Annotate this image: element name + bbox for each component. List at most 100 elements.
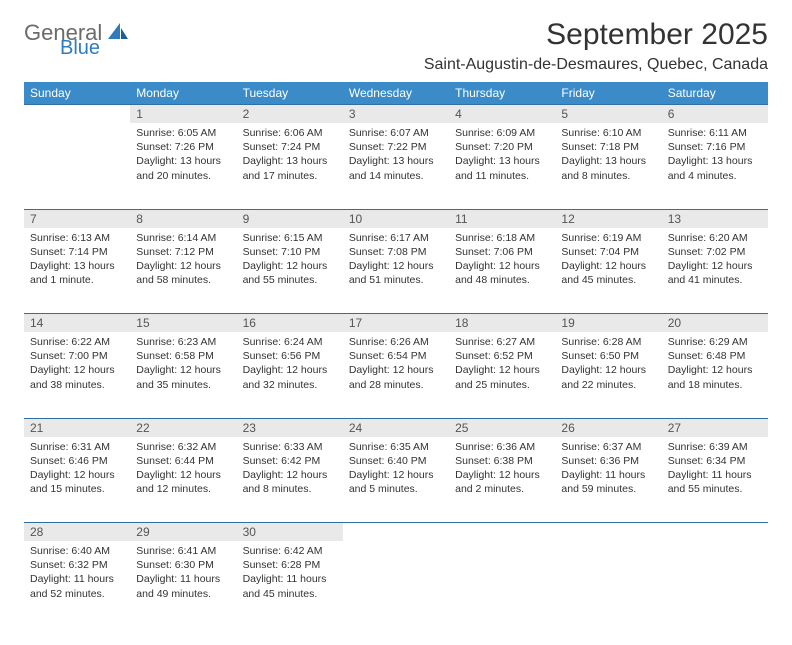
day-cell: Sunrise: 6:09 AMSunset: 7:20 PMDaylight:… [449,123,555,209]
day-number: 8 [130,209,236,228]
day-cell: Sunrise: 6:13 AMSunset: 7:14 PMDaylight:… [24,228,130,314]
day-number: 11 [449,209,555,228]
daylight-text-1: Daylight: 12 hours [349,259,443,273]
sunrise-text: Sunrise: 6:13 AM [30,231,124,245]
daynum-row: 14151617181920 [24,314,768,333]
daylight-text-2: and 12 minutes. [136,482,230,496]
daylight-text-1: Daylight: 12 hours [136,468,230,482]
sunrise-text: Sunrise: 6:40 AM [30,544,124,558]
sunset-text: Sunset: 7:18 PM [561,140,655,154]
day-cell: Sunrise: 6:36 AMSunset: 6:38 PMDaylight:… [449,437,555,523]
day-number: 14 [24,314,130,333]
day-cell: Sunrise: 6:29 AMSunset: 6:48 PMDaylight:… [662,332,768,418]
day-cell: Sunrise: 6:05 AMSunset: 7:26 PMDaylight:… [130,123,236,209]
daynum-row: 21222324252627 [24,418,768,437]
sunset-text: Sunset: 6:46 PM [30,454,124,468]
sunrise-text: Sunrise: 6:27 AM [455,335,549,349]
content-row: Sunrise: 6:40 AMSunset: 6:32 PMDaylight:… [24,541,768,627]
day-number: 16 [237,314,343,333]
sunrise-text: Sunrise: 6:41 AM [136,544,230,558]
sunrise-text: Sunrise: 6:36 AM [455,440,549,454]
daylight-text-2: and 4 minutes. [668,169,762,183]
daylight-text-2: and 45 minutes. [561,273,655,287]
day-number [555,523,661,542]
sunset-text: Sunset: 6:36 PM [561,454,655,468]
day-cell: Sunrise: 6:42 AMSunset: 6:28 PMDaylight:… [237,541,343,627]
daylight-text-1: Daylight: 12 hours [349,363,443,377]
day-cell: Sunrise: 6:28 AMSunset: 6:50 PMDaylight:… [555,332,661,418]
daynum-row: 78910111213 [24,209,768,228]
daylight-text-1: Daylight: 13 hours [349,154,443,168]
sunset-text: Sunset: 6:40 PM [349,454,443,468]
day-number: 6 [662,105,768,124]
daylight-text-2: and 49 minutes. [136,587,230,601]
day-cell: Sunrise: 6:35 AMSunset: 6:40 PMDaylight:… [343,437,449,523]
sunset-text: Sunset: 7:00 PM [30,349,124,363]
daylight-text-2: and 22 minutes. [561,378,655,392]
daylight-text-2: and 11 minutes. [455,169,549,183]
sunrise-text: Sunrise: 6:42 AM [243,544,337,558]
daylight-text-2: and 48 minutes. [455,273,549,287]
weekday-header: Friday [555,82,661,105]
sunset-text: Sunset: 6:32 PM [30,558,124,572]
day-number: 30 [237,523,343,542]
day-cell: Sunrise: 6:15 AMSunset: 7:10 PMDaylight:… [237,228,343,314]
day-number: 25 [449,418,555,437]
content-row: Sunrise: 6:13 AMSunset: 7:14 PMDaylight:… [24,228,768,314]
sunrise-text: Sunrise: 6:26 AM [349,335,443,349]
day-cell: Sunrise: 6:07 AMSunset: 7:22 PMDaylight:… [343,123,449,209]
daylight-text-2: and 51 minutes. [349,273,443,287]
sunrise-text: Sunrise: 6:10 AM [561,126,655,140]
sunrise-text: Sunrise: 6:09 AM [455,126,549,140]
sunrise-text: Sunrise: 6:20 AM [668,231,762,245]
sunrise-text: Sunrise: 6:37 AM [561,440,655,454]
day-cell: Sunrise: 6:31 AMSunset: 6:46 PMDaylight:… [24,437,130,523]
daylight-text-1: Daylight: 12 hours [243,363,337,377]
daylight-text-1: Daylight: 11 hours [561,468,655,482]
daylight-text-1: Daylight: 12 hours [561,259,655,273]
daylight-text-1: Daylight: 12 hours [243,468,337,482]
daylight-text-1: Daylight: 12 hours [455,468,549,482]
sunset-text: Sunset: 7:24 PM [243,140,337,154]
sunrise-text: Sunrise: 6:29 AM [668,335,762,349]
day-cell [449,541,555,627]
weekday-header: Thursday [449,82,555,105]
sunset-text: Sunset: 6:42 PM [243,454,337,468]
content-row: Sunrise: 6:31 AMSunset: 6:46 PM Daylight:… [24,437,768,523]
day-number: 24 [343,418,449,437]
sunset-text: Sunset: 6:50 PM [561,349,655,363]
sunrise-text: Sunrise: 6:22 AM [30,335,124,349]
sunrise-text: Sunrise: 6:05 AM [136,126,230,140]
day-cell: Sunrise: 6:22 AMSunset: 7:00 PMDaylight:… [24,332,130,418]
sunrise-text: Sunrise: 6:35 AM [349,440,443,454]
daylight-text-1: Daylight: 12 hours [30,363,124,377]
daylight-text-2: and 28 minutes. [349,378,443,392]
day-cell: Sunrise: 6:26 AMSunset: 6:54 PMDaylight:… [343,332,449,418]
sunset-text: Sunset: 6:58 PM [136,349,230,363]
day-number: 7 [24,209,130,228]
daylight-text-2: and 20 minutes. [136,169,230,183]
daylight-text-1: Daylight: 13 hours [455,154,549,168]
day-cell: Sunrise: 6:41 AMSunset: 6:30 PMDaylight:… [130,541,236,627]
daylight-text-1: Daylight: 12 hours [455,363,549,377]
daylight-text-2: and 32 minutes. [243,378,337,392]
daylight-text-1: Daylight: 12 hours [561,363,655,377]
day-cell: Sunrise: 6:32 AMSunset: 6:44 PMDaylight:… [130,437,236,523]
content-row: Sunrise: 6:22 AMSunset: 7:00 PMDaylight:… [24,332,768,418]
sunrise-text: Sunrise: 6:33 AM [243,440,337,454]
sunset-text: Sunset: 7:04 PM [561,245,655,259]
day-number [449,523,555,542]
day-number: 17 [343,314,449,333]
sunrise-text: Sunrise: 6:06 AM [243,126,337,140]
daylight-text-1: Daylight: 13 hours [30,259,124,273]
daylight-text-2: and 14 minutes. [349,169,443,183]
day-cell [343,541,449,627]
day-number: 9 [237,209,343,228]
sunrise-text: Sunrise: 6:31 AM [30,440,124,454]
sunset-text: Sunset: 7:06 PM [455,245,549,259]
content-row: Sunrise: 6:05 AMSunset: 7:26 PMDaylight:… [24,123,768,209]
daylight-text-2: and 2 minutes. [455,482,549,496]
sunset-text: Sunset: 6:38 PM [455,454,549,468]
day-cell [555,541,661,627]
day-number: 2 [237,105,343,124]
